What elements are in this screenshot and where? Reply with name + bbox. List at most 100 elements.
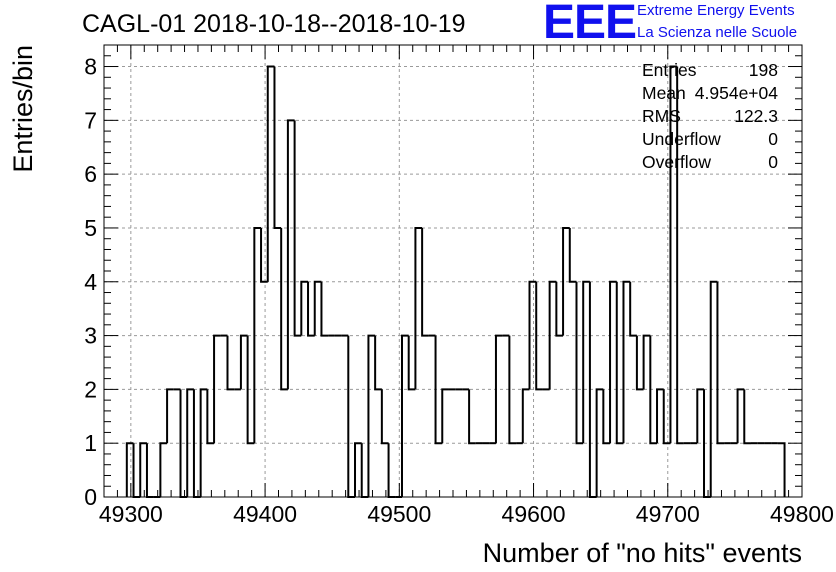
stat-label: RMS bbox=[642, 106, 681, 126]
histogram-bin bbox=[239, 334, 248, 390]
histogram-bin bbox=[521, 388, 530, 444]
histogram-bin bbox=[354, 442, 362, 497]
histogram-bin bbox=[602, 389, 611, 445]
x-tick-label: 49400 bbox=[233, 501, 297, 527]
x-tick-label: 49500 bbox=[367, 501, 431, 527]
histogram-bin bbox=[387, 443, 396, 498]
histogram-bin bbox=[777, 442, 786, 497]
histogram-bin bbox=[609, 280, 617, 444]
histogram-bin bbox=[696, 388, 705, 444]
histogram-bin bbox=[635, 335, 644, 391]
histogram-bin bbox=[582, 280, 590, 444]
histogram-bin bbox=[568, 227, 577, 283]
y-tick-label: 7 bbox=[84, 107, 97, 133]
stat-label: Overflow bbox=[642, 152, 712, 172]
stat-label: Entries bbox=[642, 60, 697, 80]
histogram-bin bbox=[716, 281, 725, 445]
y-tick-label: 3 bbox=[84, 323, 97, 349]
histogram-bin bbox=[528, 280, 537, 390]
histogram-bin bbox=[206, 389, 215, 445]
histogram-bin bbox=[286, 119, 295, 390]
histogram-bin bbox=[139, 442, 147, 497]
x-tick-label: 49300 bbox=[99, 501, 163, 527]
histogram-bin bbox=[186, 388, 194, 497]
x-axis-label: Number of "no hits" events bbox=[483, 538, 802, 568]
histogram-bin bbox=[347, 335, 356, 498]
histogram-bin bbox=[307, 281, 315, 337]
x-tick-label: 49700 bbox=[636, 501, 700, 527]
histogram-bin bbox=[508, 335, 517, 445]
histogram-bin bbox=[166, 388, 174, 444]
histogram-bin bbox=[575, 281, 584, 445]
x-tick-label: 49800 bbox=[770, 501, 834, 527]
histogram-bin bbox=[246, 335, 255, 445]
histogram-bin bbox=[132, 443, 141, 498]
histogram-bin bbox=[414, 226, 423, 390]
histogram-bin bbox=[548, 280, 557, 390]
histogram-bin bbox=[300, 280, 309, 336]
axis-tick-labels: 49300 49400 49500 49600 49700 49800 0 1 2 3 4 5 6 7 8 bbox=[84, 54, 834, 527]
histogram-bin bbox=[642, 334, 651, 390]
y-tick-label: 6 bbox=[84, 161, 97, 187]
stat-value: 198 bbox=[748, 60, 778, 80]
logo-line-1: Extreme Energy Events bbox=[637, 2, 795, 19]
histogram-bin bbox=[273, 66, 282, 229]
histogram-bin bbox=[649, 335, 658, 445]
y-axis-label: Entries/bin bbox=[8, 45, 38, 173]
histogram-bin bbox=[629, 281, 637, 337]
histogram-bin bbox=[441, 388, 449, 444]
stat-row-entries: Entries 198 bbox=[642, 60, 778, 83]
y-tick-label: 2 bbox=[84, 376, 97, 402]
histogram-bin bbox=[615, 281, 624, 445]
axis-ticks bbox=[103, 44, 803, 498]
y-tick-label: 8 bbox=[84, 54, 97, 80]
histogram-bin bbox=[709, 280, 718, 497]
histogram-bin bbox=[494, 334, 503, 444]
eee-logo-mark: EEE bbox=[543, 0, 637, 49]
stat-row-rms: RMS 122.3 bbox=[642, 106, 778, 129]
stat-label: Mean bbox=[642, 83, 686, 103]
stat-row-underflow: Underflow 0 bbox=[642, 129, 778, 152]
y-tick-label: 1 bbox=[84, 430, 97, 456]
histogram-bin bbox=[260, 227, 268, 283]
histogram-bin bbox=[400, 334, 409, 497]
histogram-bin bbox=[125, 442, 134, 497]
histogram-bin bbox=[320, 281, 329, 337]
statistics-box: Entries 198 Mean 4.954e+04 RMS 122.3 Und… bbox=[642, 60, 778, 175]
logo-line-2: La Scienza nelle Scuole bbox=[637, 24, 798, 41]
stat-value: 0 bbox=[768, 152, 778, 172]
histogram-bin bbox=[669, 65, 678, 444]
histogram-bin bbox=[407, 335, 416, 391]
histogram-bin bbox=[662, 389, 671, 445]
histogram-bin bbox=[367, 334, 376, 497]
stat-row-mean: Mean 4.954e+04 bbox=[642, 83, 778, 106]
histogram-bin bbox=[736, 388, 745, 444]
histogram-bin bbox=[535, 281, 543, 391]
histogram-bin bbox=[213, 334, 221, 444]
histogram-bin bbox=[468, 389, 476, 445]
histogram-bin bbox=[656, 388, 664, 444]
stat-value: 4.954e+04 bbox=[694, 83, 778, 103]
histogram-bin bbox=[595, 388, 604, 497]
histogram-bin bbox=[434, 335, 443, 445]
histogram-bin bbox=[622, 280, 631, 444]
histogram-bin bbox=[380, 389, 389, 445]
histogram-bin bbox=[159, 442, 168, 497]
histogram-bin bbox=[313, 280, 322, 336]
stat-value: 122.3 bbox=[734, 106, 778, 126]
stat-label: Underflow bbox=[642, 129, 721, 149]
histogram-bin bbox=[676, 66, 684, 445]
y-tick-label: 5 bbox=[84, 215, 97, 241]
histogram-bin bbox=[253, 226, 262, 444]
y-tick-label: 0 bbox=[84, 484, 97, 510]
chart-title: CAGL-01 2018-10-18--2018-10-19 bbox=[82, 10, 466, 38]
stat-value: 0 bbox=[768, 129, 778, 149]
histogram-bin bbox=[374, 335, 382, 391]
histogram-bin bbox=[199, 388, 208, 497]
histogram-bin bbox=[266, 65, 275, 282]
histogram-bin bbox=[145, 443, 154, 498]
x-tick-label: 49600 bbox=[502, 501, 566, 527]
histogram-bin bbox=[421, 227, 429, 337]
stat-row-overflow: Overflow 0 bbox=[642, 152, 778, 175]
